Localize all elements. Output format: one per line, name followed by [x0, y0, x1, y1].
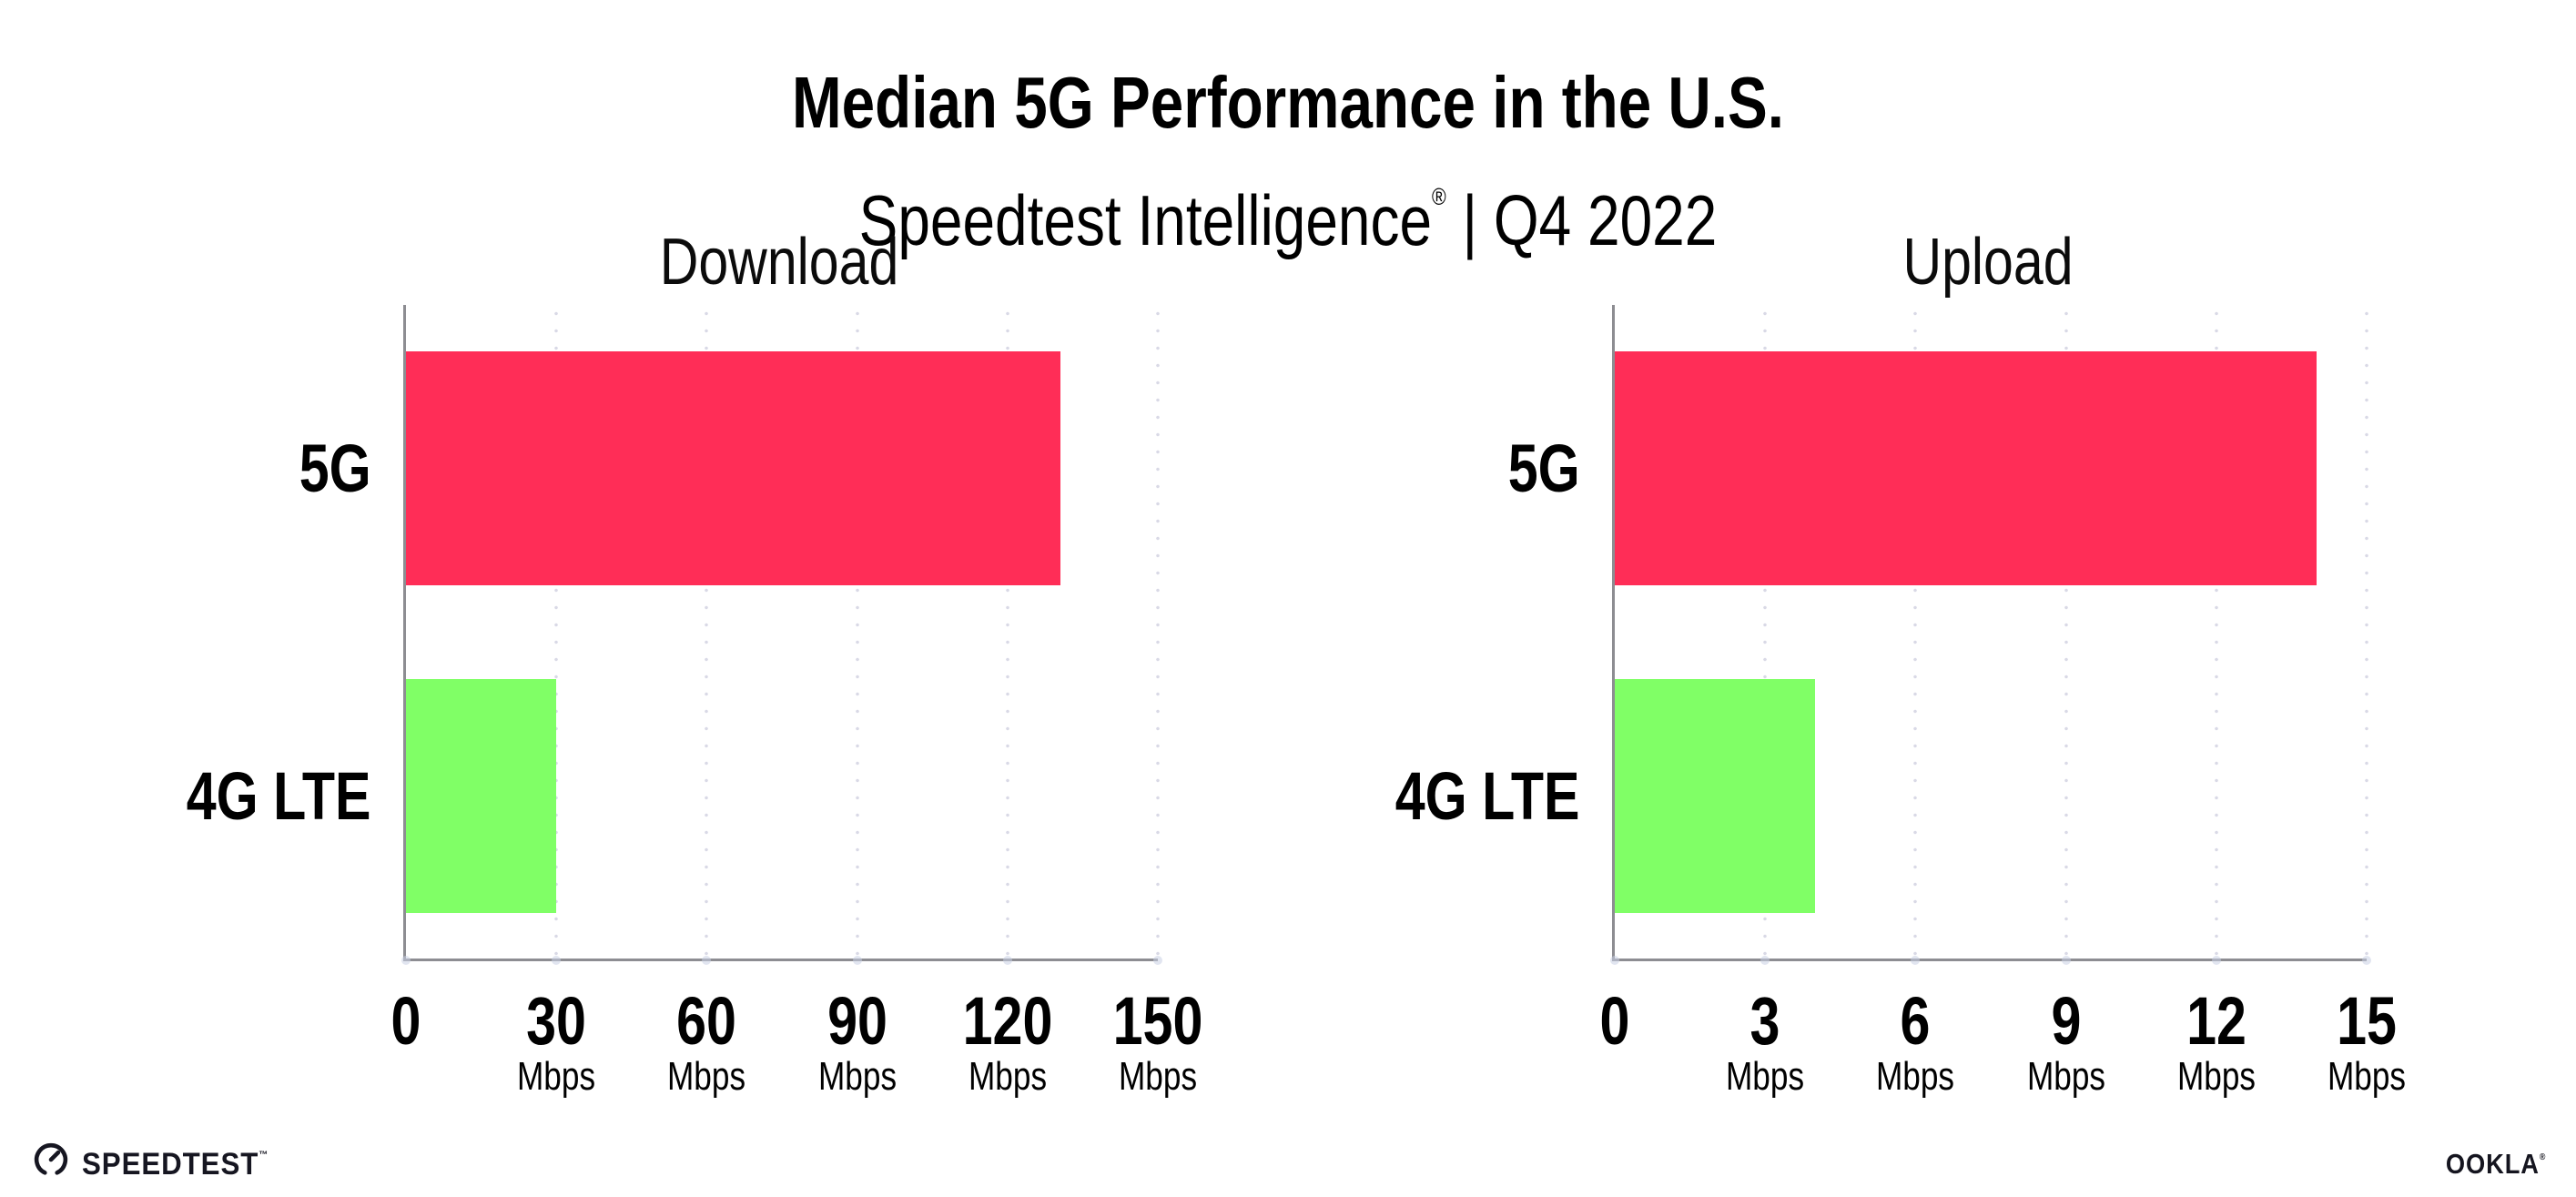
- download-x-tick-value: 0: [390, 983, 421, 1059]
- download-plot-area: 0 30 Mbps 60 Mbps 90 Mbps 120 Mbps 150 Mbps 5G 4G LT…: [187, 305, 1202, 1098]
- ookla-label: OOKLA: [2445, 1148, 2540, 1180]
- upload-axis-tick-dot-12: [2211, 956, 2221, 965]
- upload-x-tick-unit: Mbps: [2026, 1054, 2105, 1099]
- download-bar-5g: [406, 351, 1060, 585]
- download-chart: Download 0 30 Mbps 60 Mbps 90 Mbps 120 Mbps 150 Mb…: [187, 229, 1202, 1098]
- upload-x-tick-unit: Mbps: [1726, 1054, 1805, 1099]
- upload-x-tick-value: 6: [1900, 983, 1931, 1059]
- download-x-tick-60: 60 Mbps: [658, 988, 756, 1098]
- download-x-tick-unit: Mbps: [817, 1054, 897, 1099]
- upload-chart-title: Upload: [1902, 226, 2074, 299]
- upload-x-tick-value: 0: [1599, 983, 1630, 1059]
- upload-x-tick-unit: Mbps: [1876, 1054, 1955, 1099]
- speedtest-gauge-icon: [34, 1142, 68, 1175]
- upload-bar-4g-lte: [1615, 679, 1816, 913]
- upload-bar-5g: [1615, 351, 2317, 585]
- upload-gridline-9: [2064, 305, 2069, 959]
- download-x-tick-30: 30 Mbps: [507, 988, 605, 1098]
- upload-x-tick-value: 15: [2337, 983, 2397, 1059]
- upload-x-tick-15: 15 Mbps: [2317, 988, 2416, 1098]
- download-axis-tick-dot-150: [1153, 956, 1162, 965]
- upload-x-tick-unit: Mbps: [2176, 1054, 2256, 1099]
- upload-x-tick-value: 9: [2051, 983, 2082, 1059]
- subtitle-period: | Q4 2022: [1445, 179, 1718, 260]
- download-x-tick-value: 60: [676, 983, 737, 1059]
- upload-category-label-5g: 5G: [1508, 430, 1580, 506]
- ookla-registered-icon: ®: [2539, 1152, 2545, 1162]
- download-x-tick-150: 150 Mbps: [1101, 988, 1213, 1098]
- upload-plot-area: 0 3 Mbps 6 Mbps 9 Mbps 12 Mbps 15 Mbps 5G 4G LTE: [1395, 305, 2406, 1098]
- upload-x-tick-9: 9 Mbps: [2017, 988, 2115, 1098]
- speedtest-wordmark: SPEEDTEST™: [82, 1140, 268, 1180]
- download-x-tick-unit: Mbps: [968, 1054, 1047, 1099]
- download-x-tick-unit: Mbps: [667, 1054, 746, 1099]
- speedtest-logo: SPEEDTEST™: [33, 1140, 284, 1180]
- download-x-tick-90: 90 Mbps: [808, 988, 907, 1098]
- upload-gridline-6: [1912, 305, 1918, 959]
- speedtest-label: SPEEDTEST: [82, 1147, 259, 1182]
- upload-axis-tick-dot-0: [1610, 956, 1619, 965]
- upload-x-axis-line: [1612, 959, 2367, 961]
- download-x-tick-value: 150: [1112, 983, 1203, 1059]
- upload-x-tick-value: 12: [2186, 983, 2246, 1059]
- download-x-tick-value: 90: [827, 983, 887, 1059]
- download-axis-tick-dot-30: [552, 956, 562, 965]
- page-subtitle: Speedtest Intelligence® | Q4 2022: [232, 161, 2345, 256]
- download-category-label-5g: 5G: [299, 430, 371, 506]
- download-x-tick-value: 30: [526, 983, 587, 1059]
- upload-axis-tick-dot-3: [1760, 956, 1770, 965]
- download-x-axis-line: [403, 959, 1158, 961]
- download-gridline-120: [1005, 305, 1010, 959]
- download-gridline-30: [553, 305, 559, 959]
- download-x-tick-120: 120 Mbps: [951, 988, 1063, 1098]
- download-category-label-4g-lte: 4G LTE: [187, 757, 371, 834]
- upload-chart: Upload 0 3 Mbps 6 Mbps 9 Mbps 12 Mbps 15 Mbps 5G 4G …: [1395, 229, 2406, 1098]
- trademark-icon: ™: [259, 1150, 269, 1161]
- download-axis-tick-dot-0: [401, 956, 411, 965]
- upload-gridline-15: [2364, 305, 2369, 959]
- download-gridline-90: [855, 305, 860, 959]
- download-axis-tick-dot-90: [852, 956, 862, 965]
- upload-x-tick-unit: Mbps: [2327, 1054, 2407, 1099]
- page-title: Median 5G Performance in the U.S.: [792, 61, 1784, 143]
- download-x-tick-unit: Mbps: [1118, 1054, 1198, 1099]
- upload-x-tick-6: 6 Mbps: [1867, 988, 1965, 1098]
- download-axis-tick-dot-120: [1002, 956, 1012, 965]
- download-gridline-60: [704, 305, 709, 959]
- download-x-tick-unit: Mbps: [517, 1054, 596, 1099]
- upload-category-label-4g-lte: 4G LTE: [1395, 757, 1580, 834]
- download-x-tick-0: 0: [387, 988, 424, 1055]
- download-bar-4g-lte: [406, 679, 557, 913]
- download-x-tick-value: 120: [962, 983, 1053, 1059]
- upload-x-tick-0: 0: [1596, 988, 1633, 1055]
- upload-axis-tick-dot-9: [2061, 956, 2071, 965]
- upload-x-tick-value: 3: [1749, 983, 1780, 1059]
- upload-x-tick-3: 3 Mbps: [1716, 988, 1814, 1098]
- subtitle-brand: Speedtest Intelligence: [858, 179, 1433, 260]
- upload-axis-tick-dot-15: [2362, 956, 2371, 965]
- ookla-logo: OOKLA®: [2446, 1143, 2545, 1178]
- upload-gridline-3: [1762, 305, 1768, 959]
- upload-gridline-12: [2214, 305, 2219, 959]
- upload-x-tick-12: 12 Mbps: [2167, 988, 2266, 1098]
- upload-axis-tick-dot-6: [1911, 956, 1921, 965]
- download-chart-title: Download: [659, 226, 899, 299]
- registered-mark-icon: ®: [1432, 182, 1446, 210]
- download-axis-tick-dot-60: [702, 956, 712, 965]
- download-gridline-150: [1155, 305, 1161, 959]
